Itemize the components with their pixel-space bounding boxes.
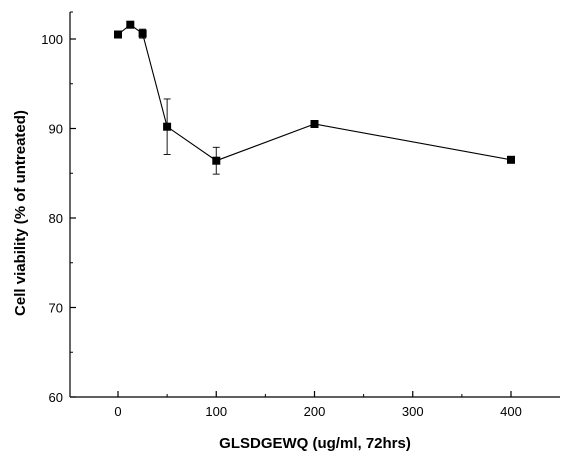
y-tick-label: 90 — [49, 122, 63, 137]
x-axis-title: GLSDGEWQ (ug/ml, 72hrs) — [219, 435, 411, 452]
y-tick-label: 100 — [41, 32, 63, 47]
x-tick-label: 100 — [205, 404, 227, 419]
axes — [69, 12, 560, 398]
x-tick-label: 300 — [402, 404, 424, 419]
plot-area — [114, 20, 515, 175]
x-tick-label: 0 — [114, 404, 121, 419]
data-point — [138, 29, 147, 38]
x-tick-label: 200 — [304, 404, 326, 419]
data-point — [310, 120, 319, 128]
data-point — [163, 122, 172, 131]
data-point — [126, 20, 135, 29]
data-point — [212, 156, 221, 165]
x-tick-label: 400 — [500, 404, 522, 419]
y-tick-label: 70 — [49, 301, 63, 316]
data-point — [507, 155, 515, 164]
data-point — [114, 30, 122, 39]
series-line — [117, 24, 512, 162]
y-tick-label: 60 — [49, 390, 63, 405]
axis-ticks: 60 70 80 90 100 0 100 200 300 400 — [41, 11, 522, 419]
y-axis-title: Cell viability (% of untreated) — [12, 110, 29, 316]
y-tick-label: 80 — [49, 211, 63, 226]
